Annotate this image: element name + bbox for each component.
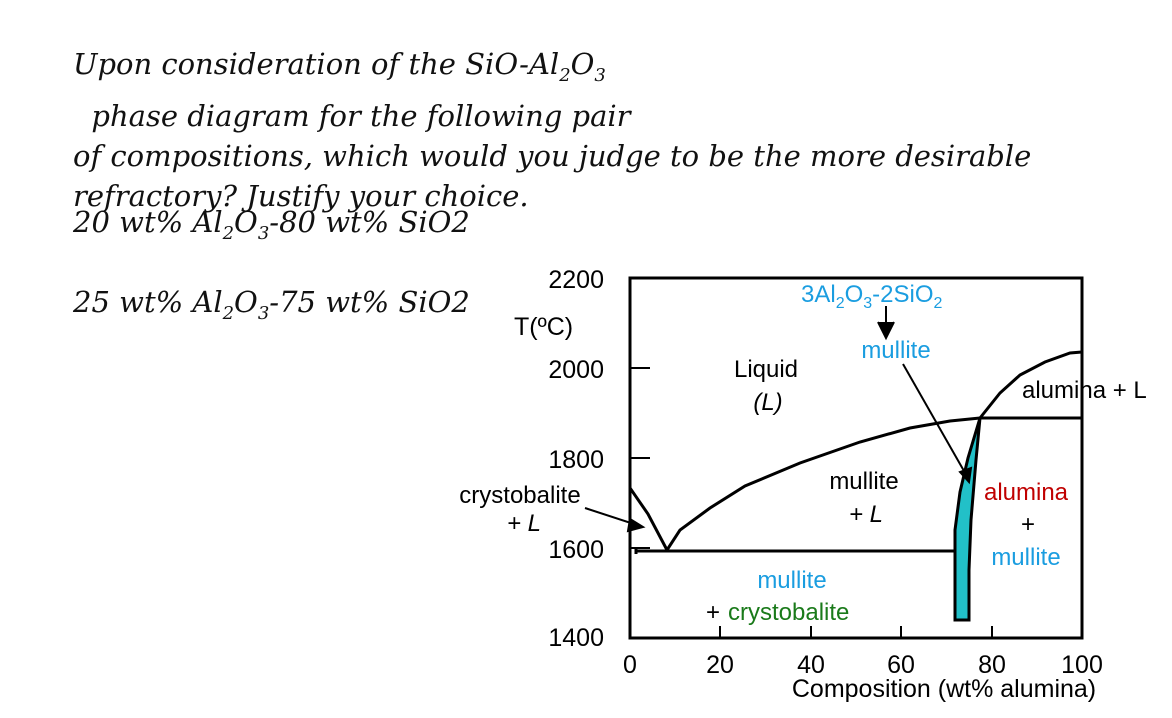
question-line-3: refractory? Justify your choice. — [73, 178, 529, 213]
y-tick-1400: 1400 — [548, 624, 604, 652]
x-axis-label: Composition (wt% alumina) — [792, 675, 1096, 703]
y-tick-1600: 1600 — [548, 536, 604, 564]
liquidus-mullite — [665, 416, 981, 551]
region-alumina-mullite-2: + — [1021, 511, 1035, 538]
liquidus-crystobalite — [628, 487, 669, 551]
y-tick-2000: 2000 — [548, 356, 604, 384]
y-tick-2200: 2200 — [548, 266, 604, 294]
annotation-arrows — [584, 306, 973, 533]
x-tick-80: 80 — [978, 651, 1006, 679]
liquidus-alumina — [978, 350, 1083, 419]
composition-1: 20 wt% Al2O3-80 wt% SiO2 — [73, 205, 470, 244]
region-mullite-liquid: mullite — [829, 468, 898, 495]
x-tick-0: 0 — [623, 651, 637, 679]
region-mullite-crystobalite-2: + — [706, 599, 727, 626]
compound-formula: 3Al2O3-2SiO2 — [801, 281, 943, 312]
question-line-2: of compositions, which would you judge t… — [73, 138, 1032, 173]
region-mullite-liquid-2: + L — [849, 501, 883, 528]
question-text: Upon consideration of the SiO-Al2O3 phas… — [73, 44, 1133, 216]
x-tick-60: 60 — [887, 651, 915, 679]
mullite-pointer — [902, 363, 969, 479]
region-liquid-symbol: (L) — [753, 389, 782, 416]
axis-ticks — [630, 367, 993, 638]
mullite-phase-region — [953, 417, 982, 622]
region-alumina-mullite-3: mullite — [991, 544, 1060, 571]
plot-frame — [628, 276, 1084, 640]
region-alumina-mullite-1: alumina — [984, 479, 1069, 506]
y-axis-label: T(ºC) — [514, 313, 573, 341]
region-liquid: Liquid — [734, 356, 798, 383]
region-mullite-crystobalite-1: mullite — [757, 567, 826, 594]
region-mullite-crystobalite-3: crystobalite — [728, 599, 849, 626]
x-tick-40: 40 — [797, 651, 825, 679]
question-line-1: Upon consideration of the SiO-Al2O3 phas… — [73, 47, 631, 133]
region-alumina-liquid: alumina + L — [1022, 377, 1147, 404]
composition-2: 25 wt% Al2O3-75 wt% SiO2 — [73, 285, 470, 324]
x-tick-100: 100 — [1061, 651, 1103, 679]
x-tick-20: 20 — [706, 651, 734, 679]
y-tick-1800: 1800 — [548, 446, 604, 474]
region-crystobalite-liquid-2: + L — [507, 510, 541, 537]
compound-name: mullite — [861, 337, 930, 364]
region-crystobalite-liquid: crystobalite — [459, 482, 580, 509]
